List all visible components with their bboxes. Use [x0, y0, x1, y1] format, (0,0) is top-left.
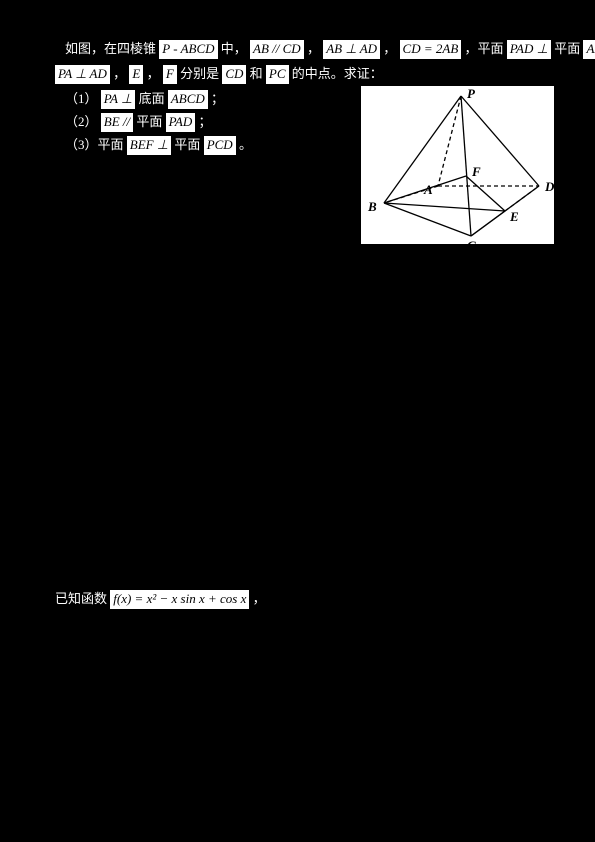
svg-text:A: A — [423, 182, 433, 197]
text: 中， — [221, 41, 247, 56]
text: 。 — [239, 137, 252, 152]
text: （3）平面 — [65, 137, 124, 152]
expr-cd-2ab: CD = 2AB — [400, 40, 462, 59]
problem-part-3: （3）平面 BEF ⊥ 平面 PCD 。 — [65, 136, 252, 155]
svg-text:P: P — [467, 86, 476, 101]
expr-e: E — [129, 65, 143, 84]
expr-cd2: CD — [222, 65, 246, 84]
text: 已知函数 — [55, 591, 107, 606]
problem-part-1: （1） PA ⊥ 底面 ABCD ； — [65, 90, 224, 109]
text: 如图，在四棱锥 — [65, 41, 156, 56]
problem-part-2: （2） BE // 平面 PAD ； — [65, 113, 212, 132]
expr-be: BE // — [101, 113, 133, 132]
text: 底面 — [139, 91, 165, 106]
pyramid-diagram: P A D B C E F — [360, 85, 555, 245]
svg-text:E: E — [509, 209, 519, 224]
text: ，平面 — [465, 41, 504, 56]
text: ， — [147, 66, 160, 81]
problem-line-1: 如图，在四棱锥 P - ABCD 中， AB // CD ， AB ⊥ AD ，… — [65, 40, 595, 59]
text: 平面 — [174, 137, 200, 152]
page-root: 如图，在四棱锥 P - ABCD 中， AB // CD ， AB ⊥ AD ，… — [0, 0, 595, 842]
text: 和 — [250, 66, 263, 81]
expr-pc: PC — [266, 65, 289, 84]
expr-pad: PAD ⊥ — [507, 40, 551, 59]
text: ， — [307, 41, 320, 56]
expr-ab-cd: AB // CD — [250, 40, 304, 59]
formula-line: 已知函数 f(x) = x² − x sin x + cos x ， — [55, 590, 266, 609]
expr-pcd: PCD — [204, 136, 236, 155]
expr-ab-ad: AB ⊥ AD — [323, 40, 380, 59]
text: ， — [383, 41, 396, 56]
expr-f: F — [163, 65, 177, 84]
text: 平面 — [554, 41, 580, 56]
text: （1） — [65, 91, 98, 106]
expr-abcd2: ABCD — [168, 90, 208, 109]
formula-expr: f(x) = x² − x sin x + cos x — [110, 590, 249, 609]
problem-line-2: PA ⊥ AD ， E ， F 分别是 CD 和 PC 的中点。求证： — [55, 65, 383, 84]
expr-p-abcd: P - ABCD — [159, 40, 217, 59]
text: （2） — [65, 114, 98, 129]
svg-text:B: B — [367, 199, 377, 214]
text: ， — [253, 591, 266, 606]
expr-pa-ad: PA ⊥ AD — [55, 65, 110, 84]
text: 分别是 — [180, 66, 219, 81]
svg-text:F: F — [471, 164, 481, 179]
expr-abcd: ABCD — [583, 40, 595, 59]
text: ； — [211, 91, 224, 106]
expr-bef: BEF ⊥ — [127, 136, 171, 155]
expr-pa-perp: PA ⊥ — [101, 90, 136, 109]
pyramid-svg: P A D B C E F — [361, 86, 556, 246]
svg-text:C: C — [467, 238, 476, 246]
svg-text:D: D — [544, 179, 555, 194]
text: ； — [199, 114, 212, 129]
expr-pad2: PAD — [166, 113, 196, 132]
text: 平面 — [136, 114, 162, 129]
text: 的中点。求证： — [292, 66, 383, 81]
text: ， — [113, 66, 126, 81]
